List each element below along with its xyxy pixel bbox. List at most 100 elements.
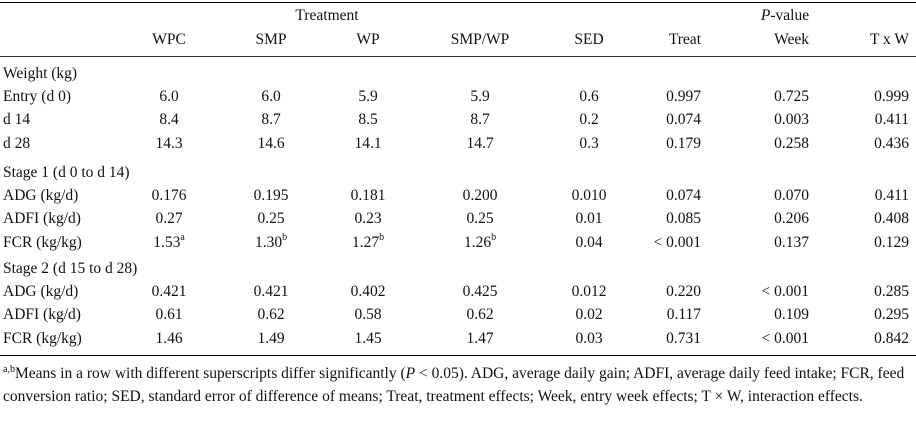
cell-value: 0.012 — [571, 283, 607, 300]
cell-value: 0.003 — [774, 111, 809, 128]
treatment-group-header: Treatment — [295, 7, 359, 24]
cell-value: 0.137 — [774, 234, 809, 251]
cell-value: 0.725 — [774, 88, 809, 105]
cell-week: 0.137 — [774, 235, 809, 251]
cell-treat: 0.074 — [666, 188, 701, 204]
cell-treat: 0.731 — [666, 331, 701, 347]
column-header-txw: T x W — [869, 31, 909, 48]
cell-week: 0.003 — [774, 112, 809, 128]
pvalue-label-rest: -value — [770, 7, 810, 24]
cell-sed: 0.03 — [575, 331, 602, 347]
footnote-superscript: a,b — [3, 364, 15, 375]
cell-wp: 1.45 — [354, 331, 381, 347]
column-header-week: Week — [774, 31, 809, 48]
cell-week: < 0.001 — [762, 331, 810, 347]
cell-sed: 0.012 — [572, 284, 607, 300]
cell-value: 0.179 — [666, 135, 701, 152]
cell-value: 0.402 — [350, 283, 386, 300]
cell-value: < 0.001 — [761, 330, 810, 347]
cell-value: 1.45 — [354, 330, 382, 347]
section-title: Weight (kg) — [3, 65, 78, 82]
cell-value: 0.23 — [354, 210, 382, 227]
cell-value: 0.842 — [874, 330, 909, 347]
cell-value: 0.27 — [155, 210, 183, 227]
cell-smp: 0.195 — [254, 188, 289, 204]
row-label: d 28 — [3, 135, 31, 152]
cell-treat: 0.117 — [667, 307, 701, 323]
column-header-wpc: WPC — [152, 31, 186, 48]
row-label: FCR (kg/kg) — [3, 234, 82, 251]
cell-wp: 1.27b — [351, 232, 385, 251]
cell-smp: 0.421 — [254, 284, 289, 300]
cell-sed: 0.02 — [575, 307, 602, 323]
cell-value: 8.5 — [358, 111, 378, 128]
cell-txw: 0.436 — [874, 136, 909, 152]
cell-txw: 0.295 — [874, 307, 909, 323]
cell-value: 0.997 — [666, 88, 701, 105]
cell-value: 0.61 — [155, 306, 183, 323]
cell-wpc: 0.176 — [152, 188, 187, 204]
header-rule — [0, 56, 916, 57]
cell-wpc: 1.46 — [155, 331, 182, 347]
cell-value: 0.6 — [579, 88, 599, 105]
cell-value: 0.285 — [874, 283, 909, 300]
cell-sed: 0.6 — [579, 89, 598, 105]
cell-smp: 6.0 — [261, 89, 280, 105]
cell-wpc: 8.4 — [159, 112, 178, 128]
cell-value: 0.03 — [575, 330, 603, 347]
cell-value: 0.117 — [666, 306, 701, 323]
cell-wpc: 6.0 — [159, 89, 178, 105]
cell-value: < 0.001 — [761, 283, 810, 300]
cell-wpc: 0.61 — [155, 307, 182, 323]
cell-value: 1.49 — [257, 330, 285, 347]
cell-value: 1.27 — [351, 234, 380, 251]
row-label: ADFI (kg/d) — [3, 210, 81, 227]
cell-value: 0.295 — [874, 306, 909, 323]
cell-value: 0.58 — [354, 306, 382, 323]
cell-value: 0.070 — [774, 187, 809, 204]
footnote-text-part2: < 0.05). ADG, average daily gain; ADFI, … — [3, 365, 905, 405]
cell-value: 8.7 — [261, 111, 281, 128]
significance-superscript: a — [180, 232, 185, 243]
significance-superscript: b — [491, 232, 497, 243]
cell-wp: 0.402 — [351, 284, 386, 300]
cell-value: 0.206 — [774, 210, 809, 227]
row-label: ADG (kg/d) — [3, 283, 79, 300]
cell-sed: 0.04 — [575, 235, 602, 251]
cell-wp: 14.1 — [354, 136, 381, 152]
cell-txw: 0.999 — [874, 89, 909, 105]
cell-treat: < 0.001 — [654, 235, 702, 251]
cell-value: 0.200 — [462, 187, 498, 204]
row-label: FCR (kg/kg) — [3, 330, 82, 347]
cell-value: 14.7 — [466, 135, 494, 152]
cell-value: 0.176 — [151, 187, 187, 204]
cell-treat: 0.085 — [666, 211, 701, 227]
cell-value: 0.01 — [575, 210, 603, 227]
cell-smp-wp: 0.200 — [463, 188, 498, 204]
cell-txw: 0.129 — [874, 235, 909, 251]
cell-value: 0.258 — [774, 135, 809, 152]
cell-value: 0.408 — [874, 210, 909, 227]
cell-smp: 1.49 — [257, 331, 284, 347]
cell-txw: 0.408 — [874, 211, 909, 227]
cell-smp: 0.25 — [257, 211, 284, 227]
cell-value: 8.7 — [470, 111, 490, 128]
cell-wpc: 0.421 — [152, 284, 187, 300]
cell-smp-wp: 0.62 — [466, 307, 493, 323]
cell-smp: 1.30b — [255, 232, 288, 251]
cell-value: 0.195 — [253, 187, 289, 204]
cell-wp: 0.23 — [354, 211, 381, 227]
significance-superscript: b — [379, 232, 385, 243]
cell-value: 0.62 — [257, 306, 285, 323]
cell-wp: 8.5 — [358, 112, 377, 128]
cell-treat: 0.220 — [666, 284, 701, 300]
cell-value: 0.220 — [666, 283, 701, 300]
cell-value: 5.9 — [358, 88, 378, 105]
cell-sed: 0.010 — [572, 188, 607, 204]
significance-superscript: b — [282, 232, 288, 243]
cell-smp-wp: 1.26b — [464, 232, 497, 251]
column-header-smp-wp: SMP/WP — [450, 31, 510, 48]
cell-value: 0.421 — [253, 283, 289, 300]
cell-value: 0.3 — [579, 135, 599, 152]
